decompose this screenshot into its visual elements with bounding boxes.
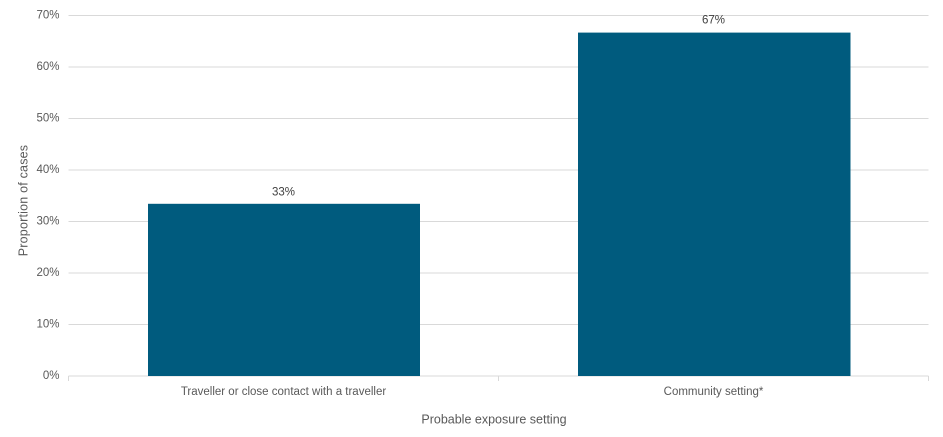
svg-text:Proportion of cases: Proportion of cases (17, 145, 31, 257)
svg-text:33%: 33% (272, 187, 295, 199)
svg-text:Traveller or close contact wit: Traveller or close contact with a travel… (181, 386, 387, 398)
svg-text:0%: 0% (43, 370, 60, 382)
svg-text:Community setting*: Community setting* (664, 386, 764, 398)
svg-text:67%: 67% (702, 15, 725, 27)
svg-text:40%: 40% (36, 164, 59, 176)
svg-text:20%: 20% (36, 267, 59, 279)
svg-text:70%: 70% (36, 10, 59, 22)
svg-text:50%: 50% (36, 113, 59, 125)
svg-text:10%: 10% (36, 319, 59, 331)
svg-text:60%: 60% (36, 61, 59, 73)
svg-text:30%: 30% (36, 216, 59, 228)
svg-text:Probable exposure setting: Probable exposure setting (421, 413, 566, 427)
